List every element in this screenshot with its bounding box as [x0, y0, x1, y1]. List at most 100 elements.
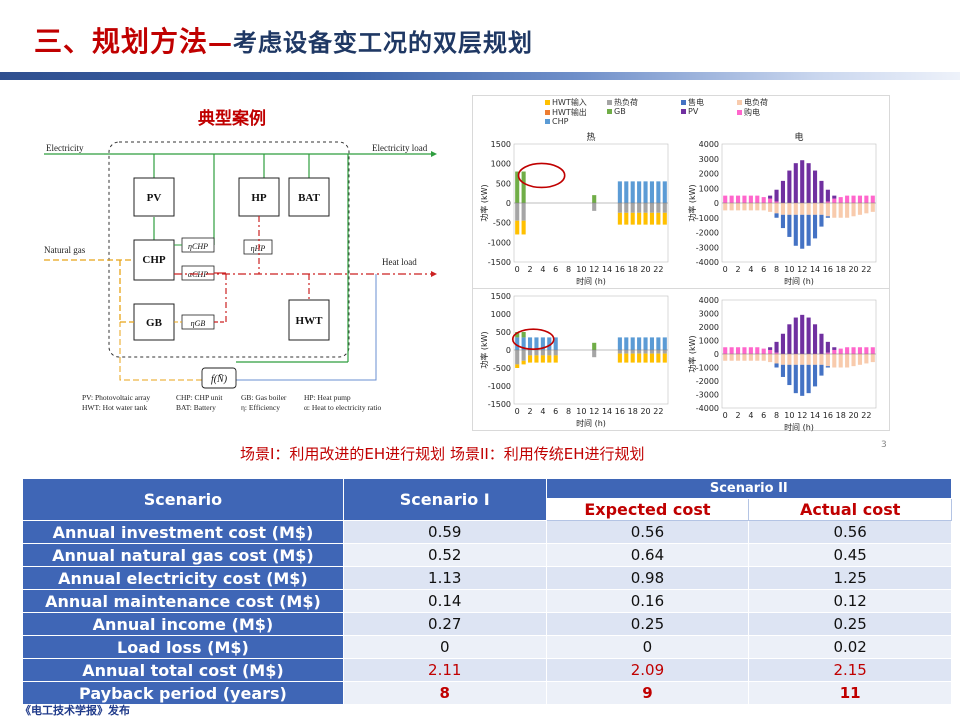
- cell-s1: 0.14: [342, 589, 547, 613]
- bar-segment: [735, 354, 741, 361]
- x-tick-label: 8: [774, 265, 779, 274]
- chart-title: 电: [794, 131, 803, 143]
- legend-label: GB: [614, 107, 626, 116]
- bar-segment: [729, 347, 734, 354]
- note-hwt: HWT: Hot water tank: [82, 403, 147, 412]
- x-tick-label: 12: [797, 265, 807, 274]
- x-tick-label: 20: [640, 407, 650, 416]
- bar-segment: [806, 364, 811, 394]
- row-label: Payback period (years): [22, 681, 344, 705]
- y-axis-label: 功率 (kW): [479, 331, 489, 368]
- y-axis-label: 功率 (kW): [479, 184, 489, 221]
- table-row: Annual total cost (M$) 2.11 2.09 2.15: [22, 658, 952, 682]
- x-tick-label: 12: [797, 411, 807, 420]
- x-tick-label: 22: [653, 407, 663, 416]
- bar-segment: [787, 354, 792, 365]
- legend-swatch: [545, 110, 550, 115]
- scenario-caption: 场景I：利用改进的EH进行规划 场景II：利用传统EH进行规划: [240, 443, 645, 464]
- gb-box: GB: [146, 317, 163, 329]
- bar-segment: [800, 364, 805, 396]
- cell-actual: 0.12: [748, 589, 952, 613]
- bar-segment: [800, 354, 805, 365]
- cell-actual: 0.45: [748, 543, 952, 567]
- bar-segment: [780, 364, 786, 377]
- x-tick-label: 18: [836, 411, 846, 420]
- y-tick-label: 1500: [491, 292, 511, 301]
- legend-label: 热负荷: [614, 98, 638, 107]
- bar-segment: [857, 354, 863, 365]
- x-tick-label: 20: [848, 265, 858, 274]
- cost-comparison-table: Scenario Scenario I Scenario II Expected…: [22, 478, 953, 705]
- bar-segment: [742, 203, 747, 211]
- bar-segment: [825, 216, 830, 218]
- y-tick-label: -1500: [488, 258, 511, 267]
- bar-segment: [592, 195, 597, 203]
- hp-box: HP: [251, 192, 267, 204]
- bar-segment: [768, 198, 773, 203]
- title-subtitle: 考虑设备变工况的双层规划: [233, 29, 534, 57]
- bar-segment: [806, 163, 811, 203]
- caption-scenario2: 场景II：利用传统EH进行规划: [449, 445, 645, 463]
- bar-segment: [527, 350, 533, 356]
- x-axis-label: 时间 (h): [576, 276, 606, 286]
- bar-segment: [521, 360, 526, 365]
- y-tick-label: -2000: [696, 229, 719, 238]
- bar-segment: [812, 203, 818, 215]
- cell-expected: 0.64: [545, 543, 750, 567]
- bar-segment: [630, 181, 635, 203]
- cell-expected: 0: [545, 635, 750, 659]
- row-label: Annual natural gas cost (M$): [22, 543, 344, 567]
- bar-segment: [649, 353, 655, 363]
- bar-segment: [774, 213, 779, 218]
- legend-swatch: [681, 109, 686, 114]
- bar-segment: [857, 347, 863, 354]
- bar-segment: [656, 212, 661, 225]
- bar-segment: [812, 324, 818, 354]
- bar-segment: [832, 349, 837, 354]
- bar-segment: [864, 347, 869, 354]
- table-row: Annual investment cost (M$) 0.59 0.56 0.…: [22, 520, 952, 544]
- y-tick-label: 1000: [491, 310, 511, 319]
- bar-segment: [662, 212, 667, 225]
- f-n-box: f(N̄): [211, 373, 228, 385]
- bar-segment: [662, 181, 667, 203]
- page-number: 3: [881, 440, 887, 450]
- bar-segment: [748, 203, 753, 211]
- x-tick-label: 10: [576, 265, 586, 274]
- x-tick-label: 14: [602, 407, 612, 416]
- legend-item: GB: [607, 107, 626, 116]
- x-tick-label: 2: [527, 265, 532, 274]
- x-tick-label: 10: [576, 407, 586, 416]
- bar-segment: [643, 203, 648, 213]
- bar-segment: [755, 347, 760, 354]
- x-tick-label: 12: [589, 407, 599, 416]
- bar-segment: [723, 354, 728, 361]
- bar-segment: [617, 181, 622, 203]
- bar-segment: [515, 337, 520, 350]
- bar-segment: [662, 350, 667, 354]
- bar-segment: [637, 337, 642, 350]
- note-alpha: α: Heat to electricity ratio: [304, 403, 381, 412]
- bar-segment: [521, 350, 526, 361]
- bar-segment: [649, 203, 655, 213]
- bar-segment: [787, 214, 792, 237]
- cell-s1: 0.52: [342, 543, 547, 567]
- bar-segment: [617, 203, 622, 213]
- y-tick-label: -3000: [696, 243, 719, 252]
- bar-segment: [656, 181, 661, 203]
- y-tick-label: -500: [493, 364, 511, 373]
- bar-segment: [643, 181, 648, 203]
- y-tick-label: 500: [496, 328, 511, 337]
- bar-segment: [793, 163, 798, 203]
- bar-segment: [845, 195, 850, 203]
- x-tick-label: 22: [653, 265, 663, 274]
- legend-swatch: [607, 100, 612, 105]
- bar-segment: [800, 314, 805, 354]
- legend-label: 购电: [744, 108, 760, 117]
- x-tick-label: 10: [784, 411, 794, 420]
- bar-segment: [527, 355, 533, 363]
- bar-segment: [521, 332, 526, 338]
- y-tick-label: 1000: [699, 184, 719, 193]
- x-tick-label: 14: [810, 265, 820, 274]
